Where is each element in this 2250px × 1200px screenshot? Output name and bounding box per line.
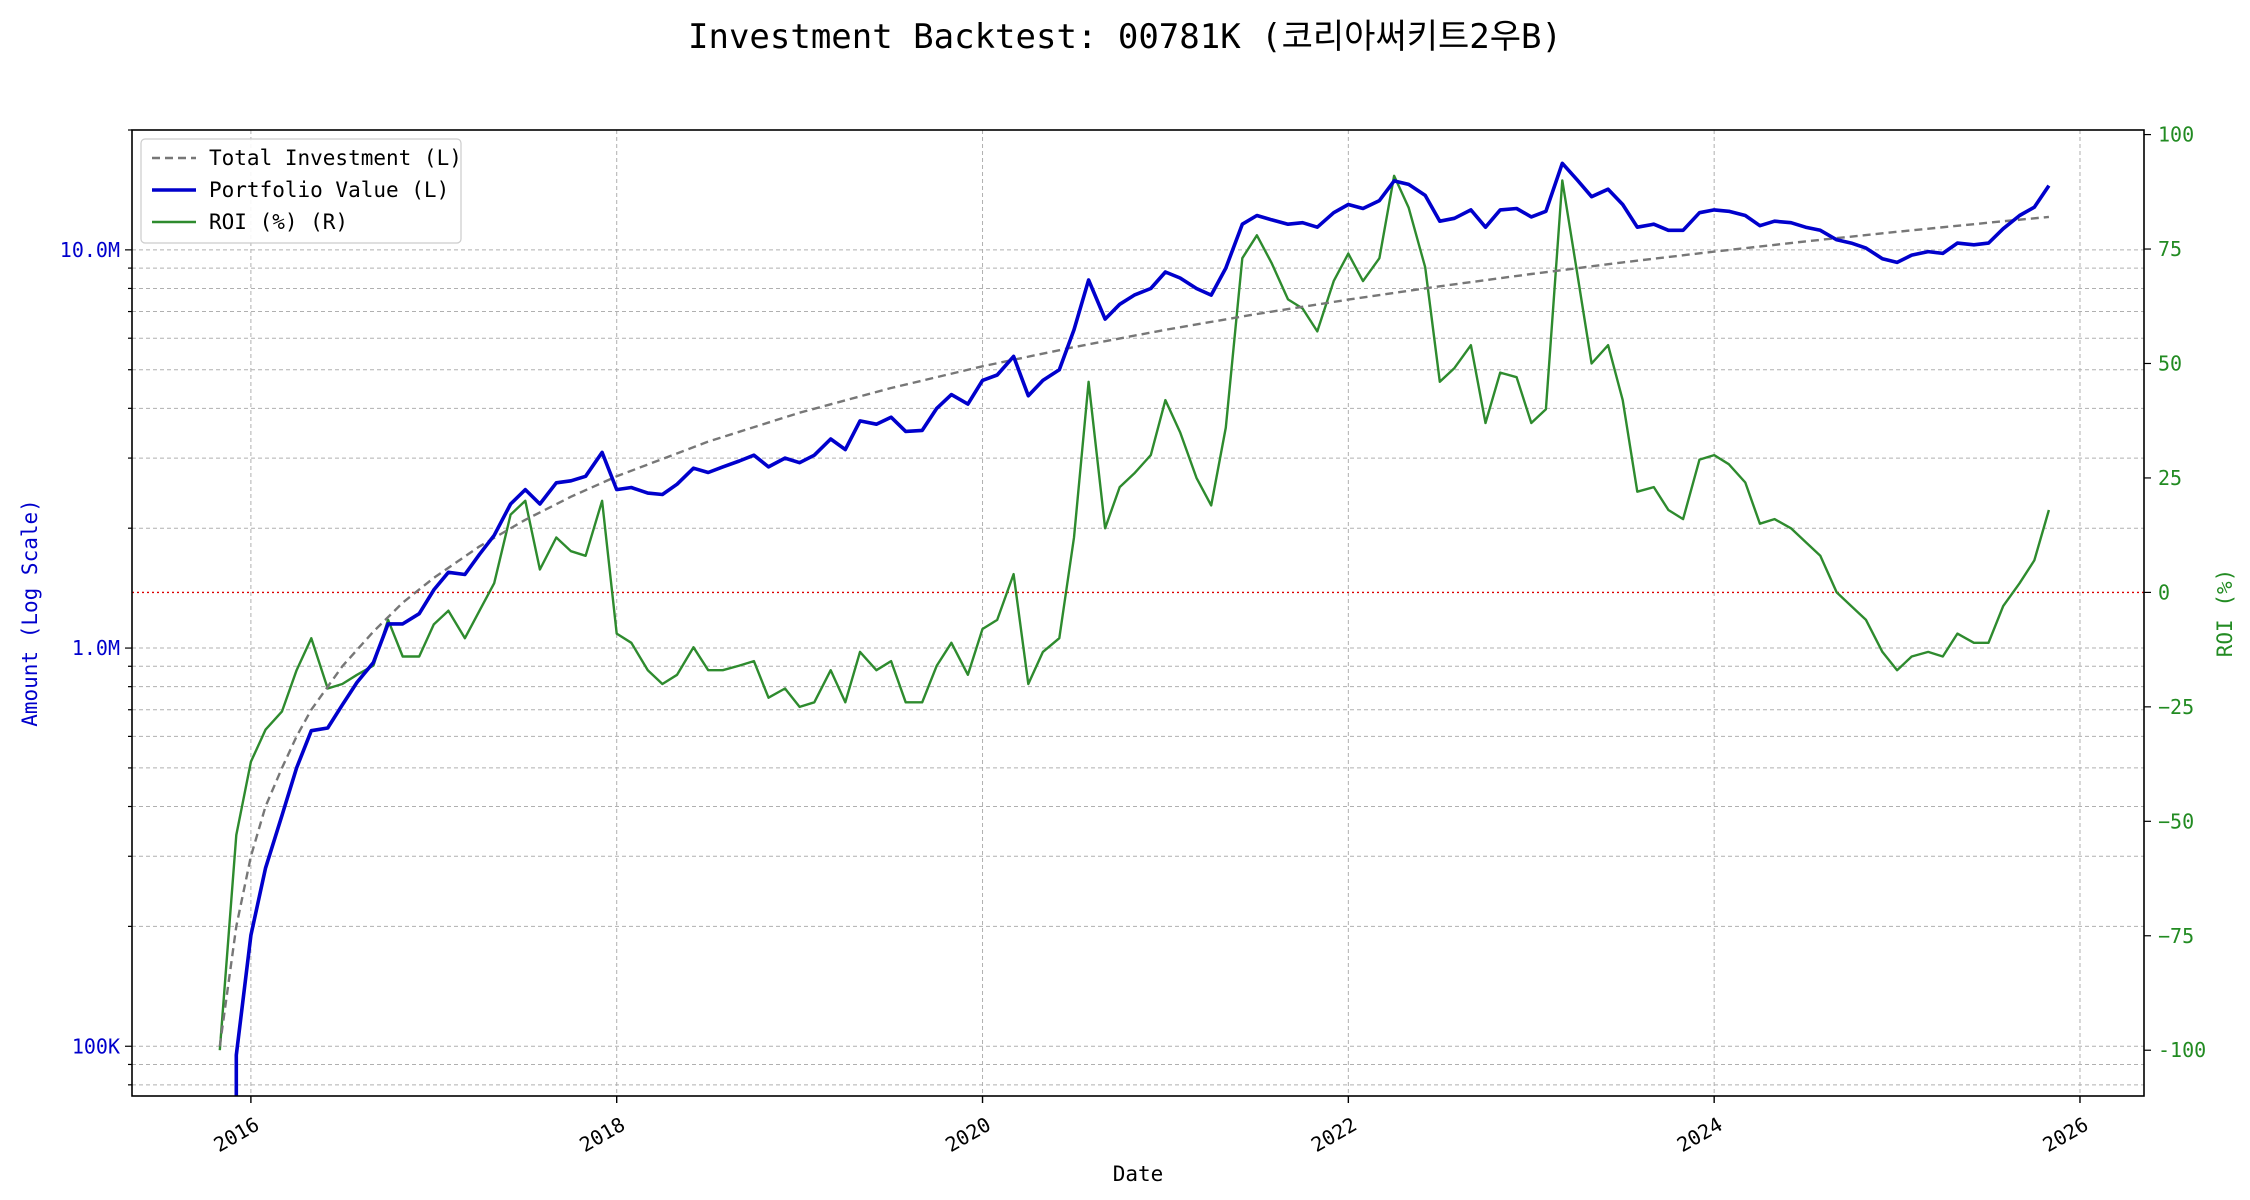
y-right-tick-label: −75	[2158, 924, 2194, 948]
y-right-tick-label: -100	[2158, 1038, 2206, 1062]
legend-label-portfolio-value: Portfolio Value (L)	[209, 178, 449, 202]
y-right-tick-label: 75	[2158, 237, 2182, 261]
x-axis: 2016 2018 2020 2022 2024 2026	[209, 1096, 2092, 1157]
y-axis-right: -100 −75 −50 −25 0 25 50 75 100	[2144, 123, 2206, 1062]
chart-title: Investment Backtest: 00781K (코리아써키트2우B)	[688, 17, 1562, 57]
x-axis-label: Date	[1113, 1162, 1164, 1186]
y-axis-right-label: ROI (%)	[2213, 569, 2237, 658]
plot-frame	[131, 129, 2145, 1097]
grid-lines	[132, 129, 2144, 1096]
y-right-tick-label: 0	[2158, 580, 2170, 604]
x-tick-label: 2016	[209, 1112, 263, 1157]
y-right-tick-label: −25	[2158, 695, 2194, 719]
y-left-tick-label: 100K	[72, 1034, 120, 1058]
x-tick-label: 2026	[2039, 1112, 2093, 1157]
y-right-tick-label: 50	[2158, 351, 2182, 375]
legend-box	[140, 138, 462, 244]
series-portfolio-value	[234, 161, 2051, 1096]
series-group	[218, 161, 2051, 1096]
y-left-tick-label: 1.0M	[72, 636, 120, 660]
legend-label-roi: ROI (%) (R)	[209, 210, 348, 234]
x-tick-label: 2024	[1673, 1112, 1727, 1157]
y-axis-left-label: Amount (Log Scale)	[18, 499, 42, 727]
series-roi	[218, 174, 2051, 1051]
y-left-tick-label: 10.0M	[60, 238, 120, 262]
y-right-tick-label: −50	[2158, 809, 2194, 833]
y-right-tick-label: 25	[2158, 466, 2182, 490]
x-tick-label: 2020	[941, 1112, 995, 1157]
legend-label-total-investment: Total Investment (L)	[209, 146, 462, 170]
y-right-tick-label: 100	[2158, 123, 2194, 147]
x-tick-label: 2022	[1307, 1112, 1361, 1157]
y-axis-left: 100K 1.0M 10.0M	[60, 129, 132, 1086]
x-tick-label: 2018	[575, 1112, 629, 1157]
legend: Total Investment (L) Portfolio Value (L)…	[140, 138, 462, 244]
series-total-investment	[218, 215, 2050, 1047]
